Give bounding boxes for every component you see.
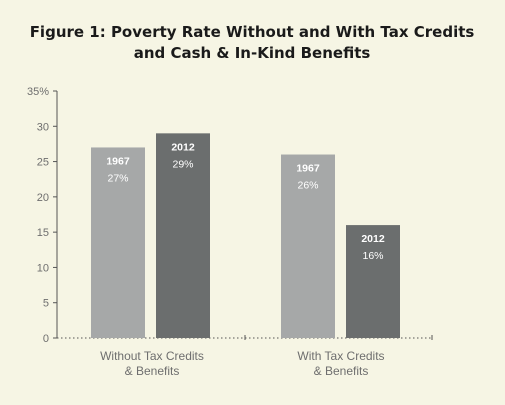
category-label: & Benefits bbox=[125, 364, 180, 378]
bar-year-label: 2012 bbox=[361, 233, 385, 245]
y-tick-label: 15 bbox=[37, 227, 49, 239]
bar-2012-1 bbox=[346, 225, 400, 338]
y-tick-label: 5 bbox=[43, 298, 49, 310]
bar-value-label: 26% bbox=[297, 180, 318, 192]
bar-1967-0 bbox=[91, 147, 145, 338]
category-label: Without Tax Credits bbox=[100, 349, 204, 363]
bar-year-label: 1967 bbox=[106, 155, 130, 167]
category-label: With Tax Credits bbox=[297, 349, 384, 363]
chart-title-line-2: and Cash & In-Kind Benefits bbox=[134, 44, 371, 62]
category-label: & Benefits bbox=[314, 364, 369, 378]
y-tick-label: 35% bbox=[27, 86, 49, 98]
bars bbox=[91, 133, 400, 338]
y-tick-label: 20 bbox=[37, 192, 49, 204]
bar-1967-1 bbox=[281, 154, 335, 338]
y-tick-label: 0 bbox=[43, 333, 49, 345]
bar-value-label: 29% bbox=[172, 158, 193, 170]
bar-year-label: 2012 bbox=[171, 141, 195, 153]
bar-value-label: 27% bbox=[107, 172, 128, 184]
y-axis: 0 5 10 15 20 25 30 35% bbox=[27, 86, 58, 345]
y-tick-label: 30 bbox=[37, 121, 49, 133]
y-tick-label: 25 bbox=[37, 157, 49, 169]
bar-value-label: 16% bbox=[362, 250, 383, 262]
bar-2012-0 bbox=[156, 133, 210, 338]
bar-labels: 1967 27% 1967 26% 2012 29% 2012 16% bbox=[106, 141, 385, 262]
chart-title-line-1: Figure 1: Poverty Rate Without and With … bbox=[30, 23, 475, 41]
y-tick-label: 10 bbox=[37, 262, 49, 274]
bar-year-label: 1967 bbox=[296, 163, 320, 175]
